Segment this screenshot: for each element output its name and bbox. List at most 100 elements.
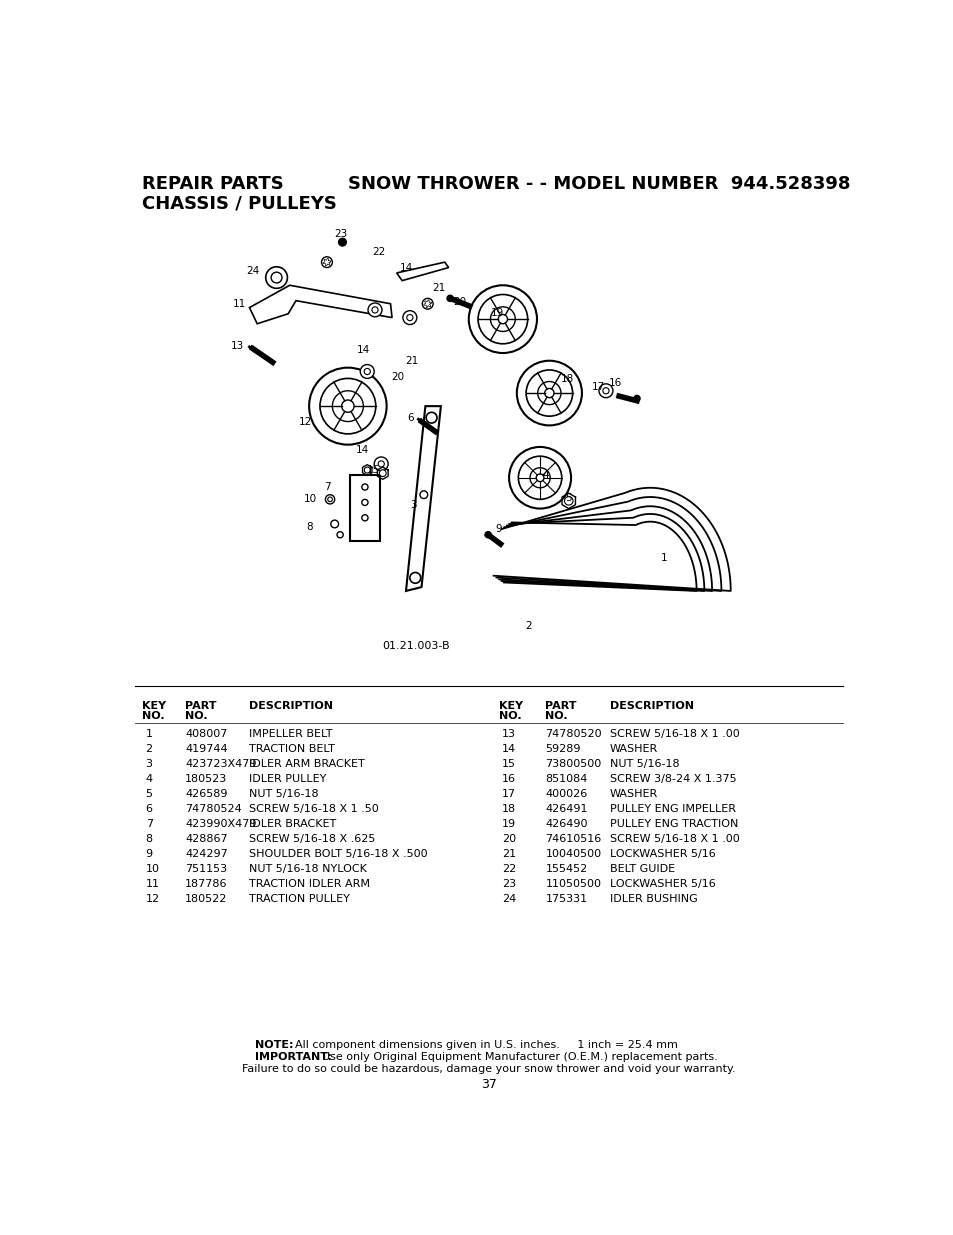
Circle shape <box>341 400 354 412</box>
Text: 3: 3 <box>410 500 416 510</box>
Text: SNOW THROWER - - MODEL NUMBER  944.528398: SNOW THROWER - - MODEL NUMBER 944.528398 <box>348 175 849 193</box>
Text: 9: 9 <box>496 524 502 534</box>
Text: 14: 14 <box>356 345 370 354</box>
Circle shape <box>484 531 491 537</box>
Text: 4: 4 <box>541 469 548 479</box>
Circle shape <box>402 311 416 325</box>
Text: 400026: 400026 <box>545 789 587 799</box>
Text: 175331: 175331 <box>545 894 587 904</box>
Text: 20: 20 <box>392 372 404 382</box>
Circle shape <box>319 378 375 433</box>
Text: LOCKWASHER 5/16: LOCKWASHER 5/16 <box>609 879 715 889</box>
Text: 73800500: 73800500 <box>545 758 601 769</box>
Circle shape <box>490 306 515 331</box>
Text: 15: 15 <box>367 466 379 475</box>
Text: All component dimensions given in U.S. inches.     1 inch = 25.4 mm: All component dimensions given in U.S. i… <box>288 1040 678 1050</box>
Text: 22: 22 <box>501 864 516 874</box>
Text: 6: 6 <box>146 804 152 814</box>
Text: WASHER: WASHER <box>609 743 658 753</box>
Text: 74780524: 74780524 <box>185 804 242 814</box>
Circle shape <box>544 389 554 398</box>
Text: 24: 24 <box>246 267 259 277</box>
Text: 851084: 851084 <box>545 774 587 784</box>
Text: 7: 7 <box>146 819 152 829</box>
Text: 8: 8 <box>306 522 313 532</box>
Text: NUT 5/16-18: NUT 5/16-18 <box>249 789 318 799</box>
Text: 2: 2 <box>146 743 152 753</box>
Circle shape <box>368 303 381 317</box>
Text: 23: 23 <box>501 879 516 889</box>
Text: SHOULDER BOLT 5/16-18 X .500: SHOULDER BOLT 5/16-18 X .500 <box>249 848 428 858</box>
Text: SCREW 5/16-18 X 1 .00: SCREW 5/16-18 X 1 .00 <box>609 834 739 844</box>
Text: 74610516: 74610516 <box>545 834 601 844</box>
Text: 408007: 408007 <box>185 729 227 739</box>
Text: 59289: 59289 <box>545 743 580 753</box>
Text: 19: 19 <box>490 308 503 317</box>
Text: 15: 15 <box>501 758 516 769</box>
Circle shape <box>379 469 386 477</box>
Circle shape <box>447 295 453 301</box>
Text: 1: 1 <box>146 729 152 739</box>
Circle shape <box>525 370 572 416</box>
Text: NO.: NO. <box>185 711 208 721</box>
Text: 1: 1 <box>660 553 667 563</box>
Circle shape <box>374 457 388 471</box>
Circle shape <box>372 306 377 312</box>
Text: 423723X479: 423723X479 <box>185 758 256 769</box>
Text: 11050500: 11050500 <box>545 879 601 889</box>
Text: 23: 23 <box>334 230 347 240</box>
Circle shape <box>477 294 527 343</box>
Text: REPAIR PARTS: REPAIR PARTS <box>142 175 284 193</box>
Text: 5: 5 <box>146 789 152 799</box>
Circle shape <box>309 368 386 445</box>
Circle shape <box>517 361 581 425</box>
Circle shape <box>410 573 420 583</box>
Text: IDLER BUSHING: IDLER BUSHING <box>609 894 697 904</box>
Circle shape <box>497 315 507 324</box>
Text: KEY: KEY <box>498 701 522 711</box>
Text: 155452: 155452 <box>545 864 587 874</box>
Text: Use only Original Equipment Manufacturer (O.E.M.) replacement parts.: Use only Original Equipment Manufacturer… <box>314 1052 717 1062</box>
Circle shape <box>338 238 346 246</box>
Text: 10: 10 <box>146 864 159 874</box>
Text: 20: 20 <box>454 298 466 308</box>
Text: SCREW 5/16-18 X 1 .00: SCREW 5/16-18 X 1 .00 <box>609 729 739 739</box>
Text: NO.: NO. <box>142 711 165 721</box>
Circle shape <box>537 382 560 405</box>
Text: 18: 18 <box>501 804 516 814</box>
Circle shape <box>426 412 436 424</box>
Circle shape <box>633 395 639 401</box>
Text: TRACTION IDLER ARM: TRACTION IDLER ARM <box>249 879 370 889</box>
Text: SCREW 5/16-18 X .625: SCREW 5/16-18 X .625 <box>249 834 375 844</box>
Text: NUT 5/16-18: NUT 5/16-18 <box>609 758 679 769</box>
Circle shape <box>361 515 368 521</box>
Text: 428867: 428867 <box>185 834 228 844</box>
Circle shape <box>328 496 332 501</box>
Text: 18: 18 <box>560 374 573 384</box>
Text: 426490: 426490 <box>545 819 587 829</box>
Circle shape <box>360 364 374 378</box>
Text: NO.: NO. <box>545 711 568 721</box>
Text: 5: 5 <box>565 493 572 503</box>
Text: 13: 13 <box>501 729 516 739</box>
Circle shape <box>517 456 561 499</box>
Polygon shape <box>396 262 448 280</box>
Circle shape <box>530 468 550 488</box>
Text: 14: 14 <box>399 263 413 273</box>
Text: 11: 11 <box>146 879 159 889</box>
Circle shape <box>598 384 612 398</box>
Circle shape <box>266 267 287 288</box>
Circle shape <box>509 447 571 509</box>
Text: 3: 3 <box>146 758 152 769</box>
FancyBboxPatch shape <box>350 475 379 541</box>
Text: 16: 16 <box>501 774 516 784</box>
Text: PART: PART <box>185 701 216 711</box>
Text: 21: 21 <box>405 357 418 367</box>
Text: 14: 14 <box>501 743 516 753</box>
Text: 423990X479: 423990X479 <box>185 819 256 829</box>
Text: 13: 13 <box>231 341 243 351</box>
Circle shape <box>422 299 433 309</box>
Text: 187786: 187786 <box>185 879 228 889</box>
Text: 12: 12 <box>146 894 159 904</box>
Text: 24: 24 <box>501 894 516 904</box>
